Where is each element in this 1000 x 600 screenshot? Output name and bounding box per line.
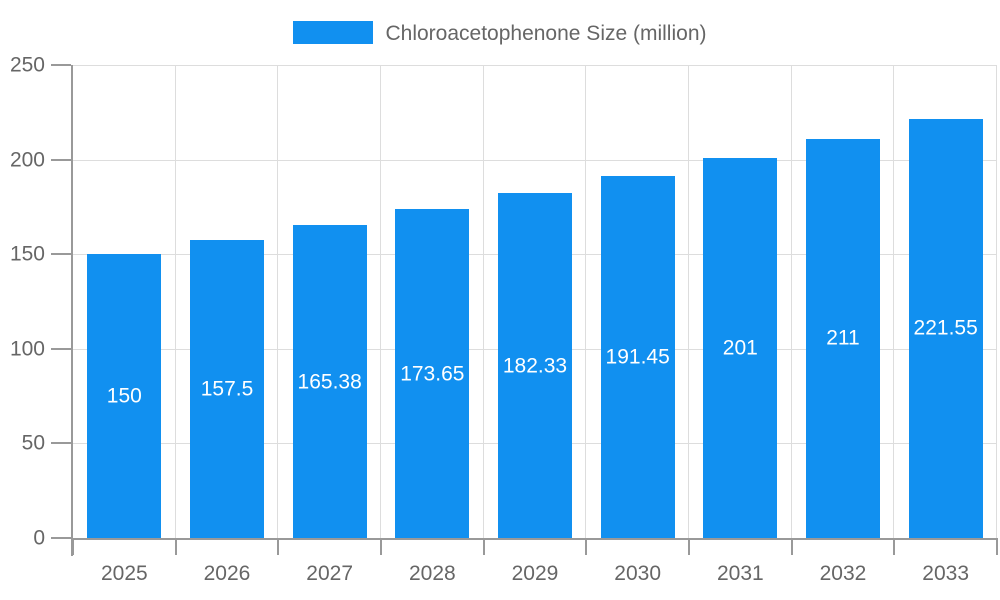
y-tick	[51, 253, 71, 256]
x-tick-label: 2032	[819, 562, 867, 585]
x-tick-label: 2029	[511, 562, 559, 585]
y-tick-label: 50	[21, 431, 45, 455]
x-gridline	[893, 65, 895, 538]
y-gridline	[73, 159, 997, 161]
y-tick-label: 100	[9, 337, 45, 361]
bar-value-label: 221.55	[913, 316, 978, 340]
x-gridline	[380, 65, 381, 538]
bar-2033[interactable]: 221.55	[908, 118, 983, 538]
x-gridline	[174, 65, 176, 538]
x-tick	[893, 538, 896, 555]
bar-value-label: 165.38	[297, 370, 362, 394]
bar-value-label: 173.65	[400, 362, 465, 386]
bar-value-label: 211	[826, 326, 860, 350]
x-gridline	[277, 65, 279, 538]
bar-value-label: 182.33	[502, 354, 568, 378]
x-tick	[688, 538, 690, 555]
x-tick	[380, 538, 382, 555]
plot-area: 0 50 100 150 200 250 150 2025 157.5 2026 165.38 202…	[10, 53, 998, 585]
y-tick	[51, 347, 71, 350]
legend-color-swatch	[293, 20, 374, 44]
y-axis-line	[71, 65, 73, 556]
y-tick	[51, 64, 71, 66]
x-tick	[482, 538, 485, 555]
x-tick	[72, 538, 74, 555]
bar-2028[interactable]: 173.65	[395, 209, 470, 538]
x-gridline	[688, 65, 689, 538]
x-axis-line	[71, 538, 997, 540]
y-tick	[51, 537, 71, 539]
x-tick-label: 2030	[614, 562, 662, 585]
x-tick-label: 2027	[306, 562, 354, 585]
x-gridline	[996, 65, 997, 538]
x-gridline	[585, 65, 587, 538]
bar-value-label: 191.45	[605, 345, 670, 369]
x-tick-label: 2033	[922, 562, 970, 585]
y-tick	[51, 442, 71, 445]
legend-label: Chloroacetophenone Size (million)	[385, 21, 707, 45]
bar-2030[interactable]: 191.45	[600, 175, 675, 538]
bar-2026[interactable]: 157.5	[190, 240, 264, 538]
x-tick	[996, 538, 998, 555]
bar-2032[interactable]: 211	[806, 138, 880, 538]
x-tick-label: 2031	[716, 562, 764, 585]
x-tick-label: 2028	[408, 562, 456, 585]
y-gridline	[73, 65, 997, 66]
x-tick-label: 2026	[203, 562, 251, 585]
bar-2029[interactable]: 182.33	[498, 193, 572, 538]
y-tick	[51, 158, 71, 161]
y-tick-label: 0	[33, 526, 45, 550]
y-tick-label: 200	[9, 148, 45, 172]
bar-value-label: 157.5	[200, 377, 254, 401]
x-tick-label: 2025	[100, 562, 148, 585]
bar-value-label: 150	[106, 384, 142, 408]
y-tick-label: 250	[9, 53, 45, 77]
bar-2025[interactable]: 150	[87, 254, 162, 538]
x-gridline	[790, 65, 792, 538]
bar-value-label: 201	[722, 336, 758, 360]
x-tick	[174, 538, 177, 555]
x-tick	[585, 538, 588, 555]
bar-2031[interactable]: 201	[703, 157, 778, 538]
x-gridline	[482, 65, 484, 538]
x-tick	[790, 538, 793, 555]
bar-2027[interactable]: 165.38	[292, 225, 367, 538]
y-tick-label: 150	[9, 242, 45, 266]
chart-legend[interactable]: Chloroacetophenone Size (million)	[0, 18, 1000, 46]
x-tick	[277, 538, 280, 555]
